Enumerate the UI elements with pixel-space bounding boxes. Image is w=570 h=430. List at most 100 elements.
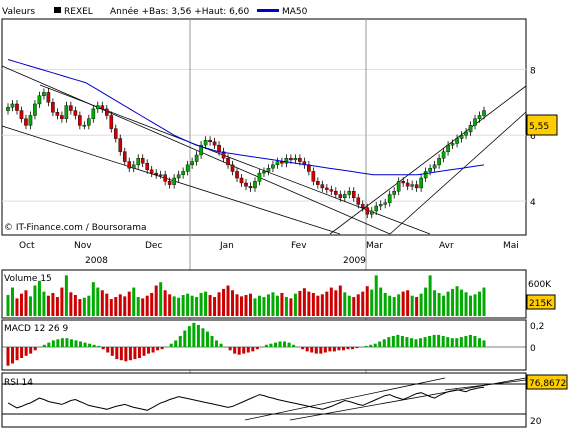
rsi-last-label: 76,8672 bbox=[529, 379, 566, 389]
candle-body bbox=[325, 187, 329, 190]
macd-bar bbox=[97, 345, 101, 347]
candle-body bbox=[100, 105, 105, 110]
volume-bar bbox=[181, 295, 185, 316]
candle-body bbox=[91, 108, 96, 119]
candle-body bbox=[468, 125, 473, 133]
candle-body bbox=[347, 190, 352, 195]
ma50-line bbox=[7, 59, 485, 176]
volume-bar bbox=[24, 290, 28, 316]
volume-bar bbox=[302, 288, 306, 316]
month-label: Jan bbox=[219, 241, 234, 251]
volume-bar bbox=[6, 295, 10, 316]
volume-bar bbox=[114, 297, 118, 316]
candle-body bbox=[396, 181, 401, 192]
volume-bar bbox=[37, 280, 41, 316]
volume-bar bbox=[325, 291, 329, 316]
candle-body bbox=[423, 171, 428, 179]
volume-bar bbox=[392, 297, 396, 316]
volume-bar bbox=[451, 288, 455, 316]
candle-body bbox=[464, 131, 468, 136]
rsi-tick-20: 20 bbox=[530, 417, 542, 427]
volume-bar bbox=[195, 297, 199, 316]
macd-bar bbox=[101, 347, 105, 350]
volume-bar bbox=[235, 294, 239, 316]
macd-bar bbox=[437, 334, 441, 347]
macd-bar bbox=[196, 325, 200, 347]
macd-bar bbox=[341, 347, 345, 351]
macd-bar bbox=[205, 331, 209, 347]
macd-bar bbox=[201, 328, 205, 347]
month-label: Mai bbox=[503, 241, 519, 251]
candle-body bbox=[221, 151, 226, 159]
candle-body bbox=[154, 172, 158, 175]
macd-bar bbox=[106, 347, 110, 353]
volume-bar bbox=[231, 290, 235, 316]
candle-body bbox=[334, 190, 338, 195]
volume-bar bbox=[96, 287, 100, 316]
candle-body bbox=[374, 205, 379, 212]
volume-bar bbox=[172, 296, 176, 316]
volume-tick-top: 600K bbox=[528, 280, 552, 290]
candle-body bbox=[199, 144, 203, 156]
month-label: Avr bbox=[439, 241, 454, 251]
volume-bar bbox=[222, 288, 226, 316]
ticker-swatch bbox=[54, 7, 61, 13]
volume-bar bbox=[388, 295, 392, 316]
volume-bar bbox=[87, 295, 91, 316]
volume-bar bbox=[91, 282, 95, 316]
volume-bar bbox=[186, 293, 190, 316]
macd-bar bbox=[246, 347, 250, 353]
volume-bar bbox=[244, 295, 248, 316]
candle-body bbox=[140, 158, 145, 164]
candle-body bbox=[136, 158, 141, 166]
macd-bar bbox=[119, 347, 123, 361]
volume-bar bbox=[469, 295, 473, 316]
rsi-trend-lines bbox=[244, 377, 527, 421]
macd-bar bbox=[373, 343, 377, 347]
macd-bar bbox=[215, 340, 219, 347]
volume-bar bbox=[19, 293, 23, 316]
macd-bar bbox=[88, 343, 92, 347]
volume-bar bbox=[208, 295, 212, 316]
macd-bar bbox=[42, 344, 46, 347]
volume-bar bbox=[248, 293, 252, 316]
volume-bar bbox=[271, 292, 275, 316]
candle-body bbox=[455, 138, 459, 144]
macd-bar bbox=[224, 347, 228, 348]
volume-bar bbox=[275, 295, 279, 316]
macd-bar bbox=[92, 344, 96, 347]
candle-body bbox=[226, 158, 230, 166]
macd-bar bbox=[400, 336, 404, 347]
macd-bar bbox=[178, 336, 182, 347]
macd-bar bbox=[351, 347, 355, 350]
volume-bar bbox=[168, 294, 172, 316]
candle-body bbox=[78, 115, 82, 126]
macd-bar bbox=[323, 347, 327, 353]
volume-bar bbox=[307, 291, 311, 316]
trend-line bbox=[1, 65, 391, 235]
volume-bar bbox=[51, 292, 55, 316]
macd-bar bbox=[391, 336, 395, 347]
macd-bar bbox=[310, 347, 314, 353]
macd-title: MACD 12 26 9 bbox=[4, 324, 68, 334]
volume-bar bbox=[347, 295, 351, 316]
candle-body bbox=[172, 177, 176, 185]
macd-bar bbox=[115, 347, 119, 360]
month-label: Dec bbox=[145, 241, 162, 251]
macd-bar bbox=[273, 342, 277, 347]
macd-bar bbox=[20, 347, 24, 358]
candle-body bbox=[194, 154, 199, 162]
macd-bar bbox=[468, 334, 472, 347]
volume-bar bbox=[338, 285, 342, 316]
volume-bar bbox=[334, 290, 338, 316]
volume-bar bbox=[145, 295, 149, 316]
candle-body bbox=[459, 135, 464, 139]
macd-bar bbox=[60, 338, 64, 347]
volume-bar bbox=[100, 290, 104, 316]
macd-bar bbox=[233, 347, 237, 354]
macd-bar bbox=[65, 338, 69, 347]
macd-bar bbox=[160, 347, 164, 350]
macd-bar bbox=[56, 339, 60, 347]
macd-bar bbox=[301, 347, 305, 350]
volume-bar bbox=[410, 295, 414, 316]
